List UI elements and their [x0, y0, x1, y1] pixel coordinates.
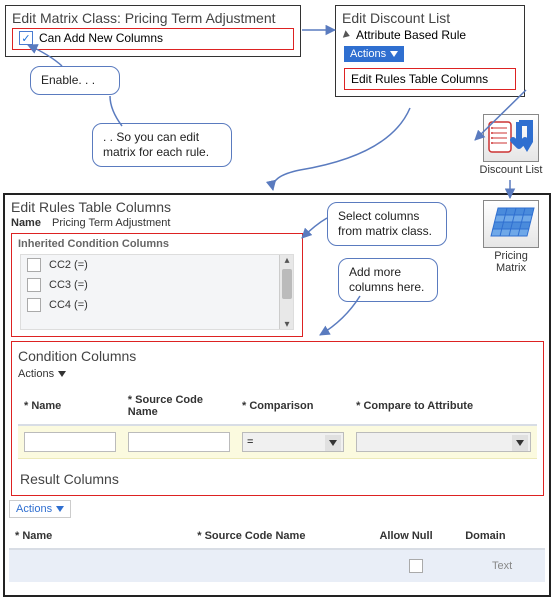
dropdown-icon [325, 435, 341, 451]
callout-so-you-can: . . So you can edit matrix for each rule… [92, 123, 232, 167]
checkbox-icon[interactable]: ✓ [27, 258, 41, 272]
result-actions[interactable]: Actions [9, 500, 71, 518]
can-add-new-columns-label: Can Add New Columns [39, 31, 163, 45]
name-input[interactable] [24, 432, 116, 452]
col-compare-to[interactable]: Compare to Attribute [350, 388, 537, 425]
table-row: Text [9, 549, 545, 582]
checkbox-checked-icon: ✓ [19, 31, 33, 45]
rcol-name[interactable]: Name [9, 524, 191, 549]
dropdown-icon [512, 435, 528, 451]
callout-enable: Enable. . . [30, 66, 120, 95]
name-label: Name [11, 217, 41, 229]
inherited-list[interactable]: ✓ CC2 (=) ✓ CC3 (=) ✓ CC4 (=) ▴ ▾ [20, 254, 294, 330]
rules-panel-title: Edit Rules Table Columns [5, 195, 549, 217]
pricing-matrix-badge: Pricing Matrix [477, 200, 545, 274]
rname-input[interactable] [15, 556, 185, 576]
compare-to-select[interactable] [356, 432, 531, 452]
callout-add-more: Add more columns here. [338, 258, 438, 302]
can-add-new-columns-row[interactable]: ✓ Can Add New Columns [13, 29, 293, 49]
allow-null-checkbox[interactable] [409, 559, 423, 573]
domain-value: Text [459, 549, 545, 582]
discount-list-badge: Discount List [477, 114, 545, 176]
dropdown-icon [390, 51, 398, 57]
table-row: = [18, 425, 537, 459]
name-value: Pricing Term Adjustment [52, 217, 170, 229]
scrollbar[interactable]: ▴ ▾ [279, 255, 293, 329]
inherited-condition-columns: Inherited Condition Columns ✓ CC2 (=) ✓ … [11, 233, 303, 337]
rcol-source[interactable]: Source Code Name [191, 524, 373, 549]
edit-rules-table-columns-panel: Edit Rules Table Columns Name Pricing Te… [3, 193, 551, 597]
list-item[interactable]: ✓ CC3 (=) [21, 275, 293, 295]
condition-columns-table: Name Source Code Name Comparison Compare… [18, 388, 537, 459]
dropdown-icon [56, 506, 64, 512]
checkbox-icon[interactable]: ✓ [27, 278, 41, 292]
rcol-allow-null[interactable]: Allow Null [373, 524, 459, 549]
edit-rules-table-columns-link[interactable]: Edit Rules Table Columns [344, 68, 516, 90]
col-comparison[interactable]: Comparison [236, 388, 350, 425]
list-item[interactable]: ✓ CC2 (=) [21, 255, 293, 275]
checkbox-icon[interactable]: ✓ [27, 298, 41, 312]
callout-select-cols: Select columns from matrix class. [327, 202, 447, 246]
scroll-thumb[interactable] [282, 269, 292, 299]
col-name[interactable]: Name [18, 388, 122, 425]
rcol-domain[interactable]: Domain [459, 524, 545, 549]
tree-collapsed-icon[interactable] [343, 30, 351, 40]
actions-label: Actions [350, 48, 386, 60]
edit-matrix-class-panel: Edit Matrix Class: Pricing Term Adjustme… [5, 5, 301, 57]
condition-actions[interactable]: Actions [12, 366, 543, 382]
comparison-select[interactable]: = [242, 432, 344, 452]
source-input[interactable] [128, 432, 230, 452]
edit-discount-list-title: Edit Discount List [336, 6, 524, 28]
scroll-up-icon[interactable]: ▴ [282, 255, 292, 265]
col-source[interactable]: Source Code Name [122, 388, 236, 425]
rsource-input[interactable] [197, 556, 367, 576]
condition-columns-panel: Condition Columns Actions Name Source Co… [11, 341, 544, 496]
scroll-down-icon[interactable]: ▾ [282, 319, 292, 329]
result-columns-panel: Result Columns [12, 467, 543, 489]
attribute-based-rule-label: Attribute Based Rule [356, 28, 466, 42]
actions-button[interactable]: Actions [344, 46, 404, 62]
edit-discount-list-panel: Edit Discount List Attribute Based Rule … [335, 5, 525, 97]
pricing-matrix-icon [483, 200, 539, 248]
discount-list-icon [483, 114, 539, 162]
list-item[interactable]: ✓ CC4 (=) [21, 295, 293, 315]
edit-matrix-class-title: Edit Matrix Class: Pricing Term Adjustme… [6, 6, 300, 28]
result-columns-table: Name Source Code Name Allow Null Domain … [9, 524, 545, 582]
dropdown-icon [58, 371, 66, 377]
